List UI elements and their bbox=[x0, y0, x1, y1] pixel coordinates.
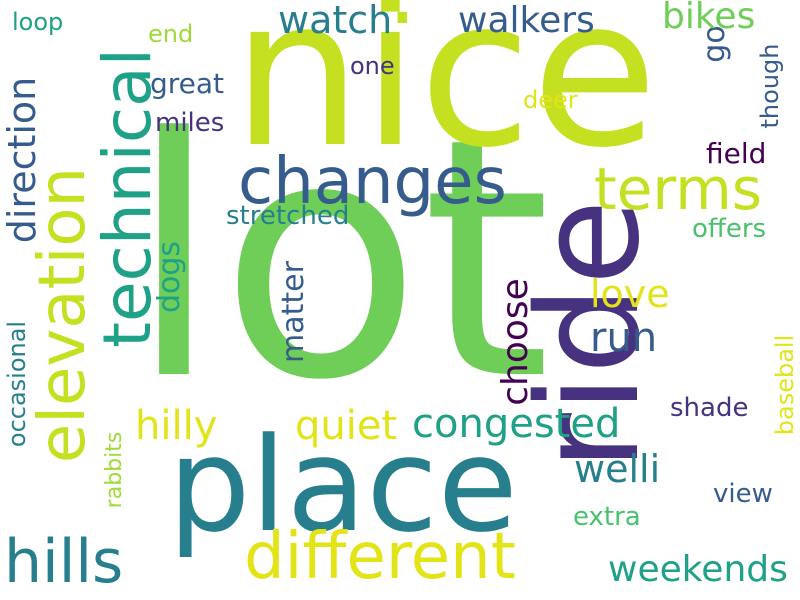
word-changes: changes bbox=[238, 145, 507, 219]
word-though: though bbox=[756, 43, 784, 129]
word-welli: welli bbox=[574, 447, 661, 491]
word-run: run bbox=[590, 315, 658, 361]
word-one: one bbox=[350, 52, 395, 80]
word-love: love bbox=[590, 272, 670, 316]
word-weekends: weekends bbox=[608, 549, 788, 590]
word-rabbits: rabbits bbox=[102, 431, 127, 509]
word-walkers: walkers bbox=[458, 0, 595, 41]
word-nice: nice bbox=[232, 0, 658, 193]
word-shade: shade bbox=[670, 393, 749, 423]
word-hills: hills bbox=[4, 527, 124, 597]
word-hilly: hilly bbox=[135, 403, 218, 449]
word-choose: choose bbox=[495, 278, 536, 406]
word-different: different bbox=[244, 520, 516, 594]
word-offers: offers bbox=[692, 214, 767, 244]
word-terms: terms bbox=[594, 155, 762, 223]
word-occasional: occasional bbox=[3, 320, 31, 448]
word-stretched: stretched bbox=[226, 201, 350, 231]
word-field: field bbox=[706, 137, 767, 170]
word-baseball: baseball bbox=[771, 334, 799, 436]
word-loop: loop bbox=[12, 8, 64, 36]
word-deer: deer bbox=[523, 86, 578, 114]
word-quiet: quiet bbox=[295, 403, 398, 449]
word-dot: . bbox=[388, 0, 417, 38]
word-matter: matter bbox=[276, 261, 311, 363]
word-direction: direction bbox=[0, 76, 44, 244]
word-lot: lot bbox=[128, 68, 551, 452]
word-bikes: bikes bbox=[662, 0, 756, 37]
word-dogs: dogs bbox=[152, 240, 187, 314]
word-place: place bbox=[168, 409, 518, 561]
word-great: great bbox=[150, 67, 225, 100]
word-congested: congested bbox=[412, 401, 621, 447]
word-end: end bbox=[148, 20, 194, 48]
word-miles: miles bbox=[155, 108, 225, 138]
word-extra: extra bbox=[573, 502, 641, 532]
word-watch: watch bbox=[278, 0, 393, 42]
word-view: view bbox=[713, 479, 773, 509]
